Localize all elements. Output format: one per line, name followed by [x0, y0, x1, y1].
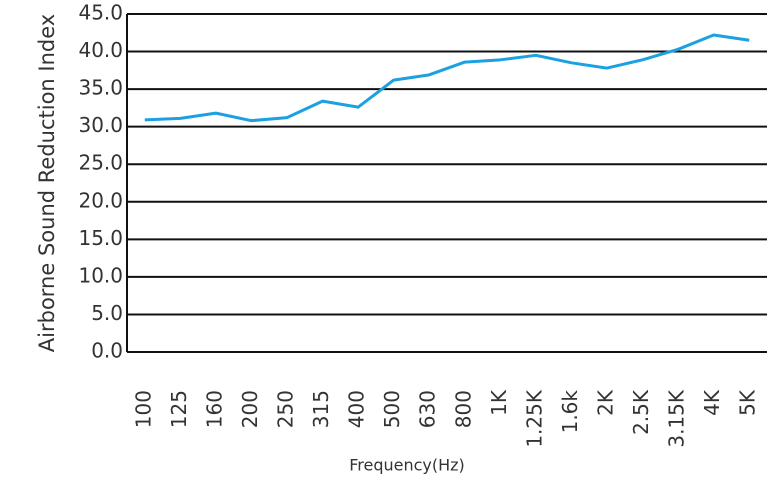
x-tick-label: 1.25K: [522, 389, 546, 448]
x-tick-label: 250: [274, 390, 298, 428]
x-axis-label: Frequency(Hz): [349, 456, 465, 475]
y-tick-label: 40.0: [78, 38, 123, 62]
y-tick-label: 0.0: [91, 339, 123, 363]
y-tick-label: 15.0: [78, 226, 123, 250]
x-tick-label: 800: [451, 390, 475, 428]
x-tick-label: 2.5K: [629, 389, 653, 435]
x-tick-label: 2K: [594, 389, 618, 416]
data-line: [144, 33, 750, 123]
x-tick-label: 125: [167, 390, 191, 428]
x-tick-label: 1K: [487, 389, 511, 416]
y-tick-label: 10.0: [78, 263, 123, 287]
y-tick-label: 30.0: [78, 113, 123, 137]
y-tick-label: 25.0: [78, 151, 123, 175]
x-tick-label: 4K: [700, 389, 724, 416]
x-tick-label: 5K: [736, 389, 760, 416]
y-tick-label: 20.0: [78, 188, 123, 212]
y-tick-label: 5.0: [91, 301, 123, 325]
x-tick-label: 3.15K: [665, 389, 689, 448]
y-tick-label: 45.0: [78, 1, 123, 25]
y-axis-label: Airborne Sound Reduction Index: [35, 14, 59, 352]
x-tick-label: 200: [238, 390, 262, 428]
x-tick-label: 100: [131, 390, 155, 428]
x-tick-label: 1.6k: [558, 390, 582, 434]
x-tick-label: 400: [345, 390, 369, 428]
x-tick-label: 160: [202, 390, 226, 428]
x-tick-label: 500: [380, 390, 404, 428]
x-tick-label: 315: [309, 390, 333, 428]
y-tick-label: 35.0: [78, 76, 123, 100]
x-tick-label: 630: [416, 390, 440, 428]
